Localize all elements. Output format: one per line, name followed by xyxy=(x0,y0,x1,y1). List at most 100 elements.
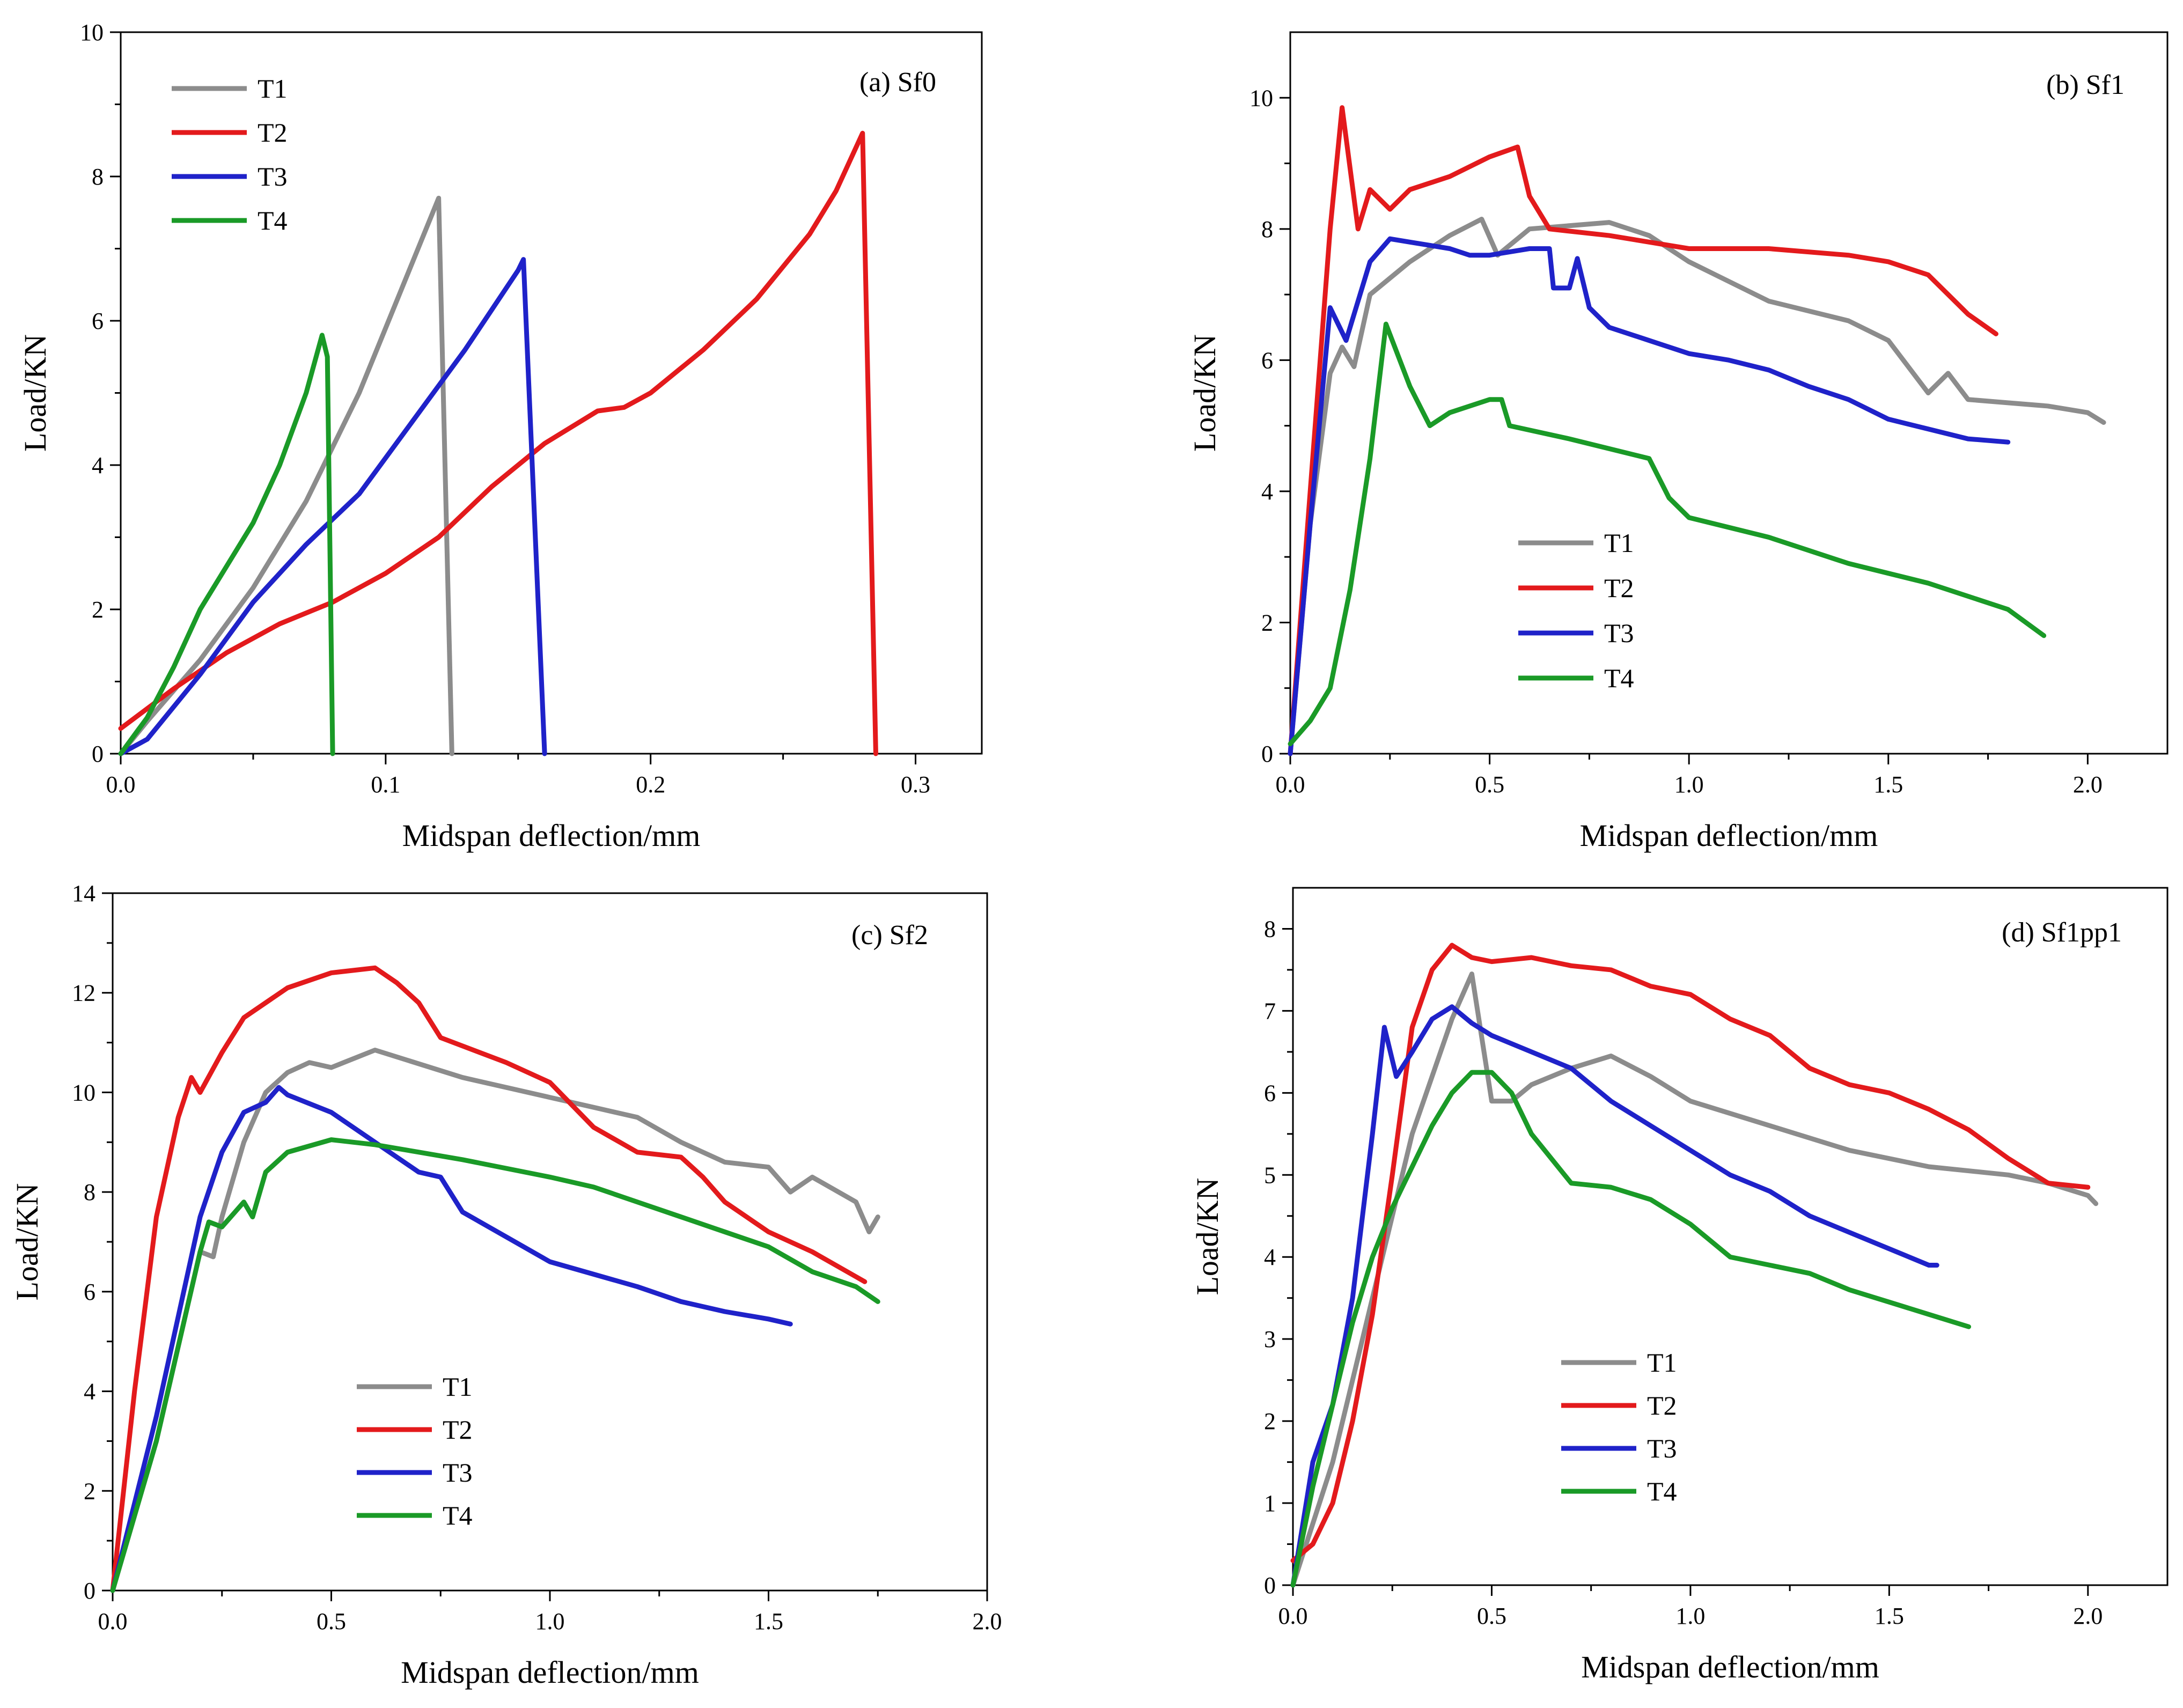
y-tick-label: 6 xyxy=(84,1279,95,1305)
x-tick-label: 1.5 xyxy=(1875,1603,1904,1629)
y-tick-label: 14 xyxy=(72,880,95,907)
legend: T1 T2 T3 T4 xyxy=(1518,528,1634,693)
y-tick-label: 2 xyxy=(1264,1408,1276,1434)
legend-label-t3: T3 xyxy=(443,1457,473,1488)
panel-title: (d) Sf1pp1 xyxy=(2002,917,2122,948)
plot-frame xyxy=(1292,887,2169,1586)
y-tick-label: 5 xyxy=(1264,1162,1276,1188)
panel-title: (b) Sf1 xyxy=(2046,70,2125,100)
x-tick-label: 0.0 xyxy=(106,771,136,798)
y-tick-label: 0 xyxy=(92,741,104,767)
y-tick-label: 8 xyxy=(92,164,104,190)
legend-label-t4: T4 xyxy=(1604,663,1634,693)
series-line-t4 xyxy=(110,1137,880,1593)
series-line-t2 xyxy=(1290,943,2091,1563)
chart-panel-1: 0.0 0.1 0.2 0.3 0 2 4 6 8 10 Midspan deflection/mm… xyxy=(18,19,983,853)
y-tick-label: 1 xyxy=(1264,1490,1276,1516)
x-tick-label: 0.5 xyxy=(1477,1603,1506,1629)
y-tick-label: 4 xyxy=(84,1379,95,1405)
y-axis-label: Load/KN xyxy=(10,1183,45,1300)
y-tick-label: 12 xyxy=(72,980,95,1006)
legend-label-t4: T4 xyxy=(1647,1476,1677,1506)
legend-label-t1: T1 xyxy=(1604,528,1634,558)
legend-label-t1: T1 xyxy=(258,73,288,104)
legend-label-t2: T2 xyxy=(443,1415,473,1445)
series-line-t3 xyxy=(1288,236,2011,756)
x-tick-label: 1.0 xyxy=(1675,1603,1705,1629)
series-line-t3 xyxy=(1290,1004,1939,1588)
x-tick-label: 0.5 xyxy=(317,1608,346,1635)
series-line-t1 xyxy=(118,195,454,756)
x-axis-label: Midspan deflection/mm xyxy=(1581,1650,1879,1684)
legend-label-t2: T2 xyxy=(1647,1390,1677,1420)
x-tick-label: 0.0 xyxy=(1276,771,1305,798)
plot-frame xyxy=(112,892,988,1592)
x-tick-label: 0.0 xyxy=(98,1608,128,1635)
y-tick-label: 4 xyxy=(1261,478,1273,505)
legend: T1 T2 T3 T4 xyxy=(172,73,288,235)
series-line-t2 xyxy=(110,965,868,1593)
x-tick-label: 0.1 xyxy=(371,771,400,798)
plot-frame xyxy=(120,31,983,755)
x-tick-label: 1.0 xyxy=(1674,771,1704,798)
x-tick-label: 2.0 xyxy=(2073,771,2103,798)
y-tick-label: 8 xyxy=(84,1179,95,1205)
series-line-t1 xyxy=(1290,971,2099,1588)
y-tick-label: 0 xyxy=(1264,1572,1276,1599)
legend-label-t4: T4 xyxy=(443,1500,473,1530)
y-tick-label: 0 xyxy=(84,1578,95,1604)
legend-label-t2: T2 xyxy=(1604,573,1634,603)
chart-panel-4: 0.0 0.5 1.0 1.5 2.0 0 1 2 3 4 5 6 7 8 Midspan deflecti… xyxy=(1190,887,2169,1684)
x-tick-label: 0.0 xyxy=(1278,1603,1308,1629)
y-axis-label: Load/KN xyxy=(1190,1177,1225,1295)
legend-label-t1: T1 xyxy=(443,1372,473,1402)
plot-frame xyxy=(1289,31,2169,755)
x-axis-label: Midspan deflection/mm xyxy=(402,818,701,853)
series-line-t3 xyxy=(118,257,547,756)
y-tick-label: 6 xyxy=(92,308,104,334)
series-line-t4 xyxy=(118,333,335,756)
series-line-t2 xyxy=(1288,105,1998,756)
y-tick-label: 4 xyxy=(1264,1244,1276,1270)
y-tick-label: 4 xyxy=(92,452,104,478)
legend: T1 T2 T3 T4 xyxy=(1561,1348,1677,1506)
series-line-t3 xyxy=(110,1085,793,1593)
chart-panel-3: 0.0 0.5 1.0 1.5 2.0 0 2 4 6 8 10 12 14 Midspan deflec… xyxy=(10,880,1002,1690)
y-tick-label: 10 xyxy=(1249,85,1273,111)
y-tick-label: 8 xyxy=(1264,916,1276,942)
y-tick-label: 7 xyxy=(1264,998,1276,1024)
y-tick-label: 2 xyxy=(84,1478,95,1504)
x-tick-label: 1.5 xyxy=(754,1608,783,1635)
x-tick-label: 2.0 xyxy=(2073,1603,2103,1629)
series-line-t4 xyxy=(1290,1070,1972,1588)
y-tick-label: 2 xyxy=(1261,609,1273,636)
y-tick-label: 0 xyxy=(1261,741,1273,767)
legend-label-t2: T2 xyxy=(258,117,288,148)
legend-label-t3: T3 xyxy=(258,161,288,192)
y-tick-label: 6 xyxy=(1261,347,1273,373)
series-line-t2 xyxy=(118,130,878,756)
x-tick-label: 1.0 xyxy=(535,1608,565,1635)
chart-panel-2: 0.0 0.5 1.0 1.5 2.0 0 2 4 6 8 10 Midspan deflection… xyxy=(1187,31,2169,853)
x-tick-label: 1.5 xyxy=(1873,771,1903,798)
x-tick-label: 0.3 xyxy=(901,771,930,798)
legend-label-t3: T3 xyxy=(1647,1433,1677,1463)
x-axis-label: Midspan deflection/mm xyxy=(1580,818,1878,853)
legend-label-t4: T4 xyxy=(258,205,288,235)
x-tick-label: 0.2 xyxy=(636,771,665,798)
series-line-t1 xyxy=(1288,216,2106,756)
y-tick-label: 2 xyxy=(92,597,104,623)
y-tick-label: 6 xyxy=(1264,1080,1276,1106)
y-tick-label: 10 xyxy=(80,19,104,46)
series-line-t4 xyxy=(1288,321,2047,747)
panel-title: (a) Sf0 xyxy=(859,67,936,98)
y-tick-label: 10 xyxy=(72,1079,95,1106)
series-line-t1 xyxy=(110,1048,880,1593)
x-tick-label: 0.5 xyxy=(1475,771,1504,798)
y-axis-label: Load/KN xyxy=(1187,334,1222,452)
y-tick-label: 8 xyxy=(1261,216,1273,242)
x-tick-label: 2.0 xyxy=(973,1608,1002,1635)
x-axis-label: Midspan deflection/mm xyxy=(401,1655,699,1690)
y-tick-label: 3 xyxy=(1264,1326,1276,1352)
